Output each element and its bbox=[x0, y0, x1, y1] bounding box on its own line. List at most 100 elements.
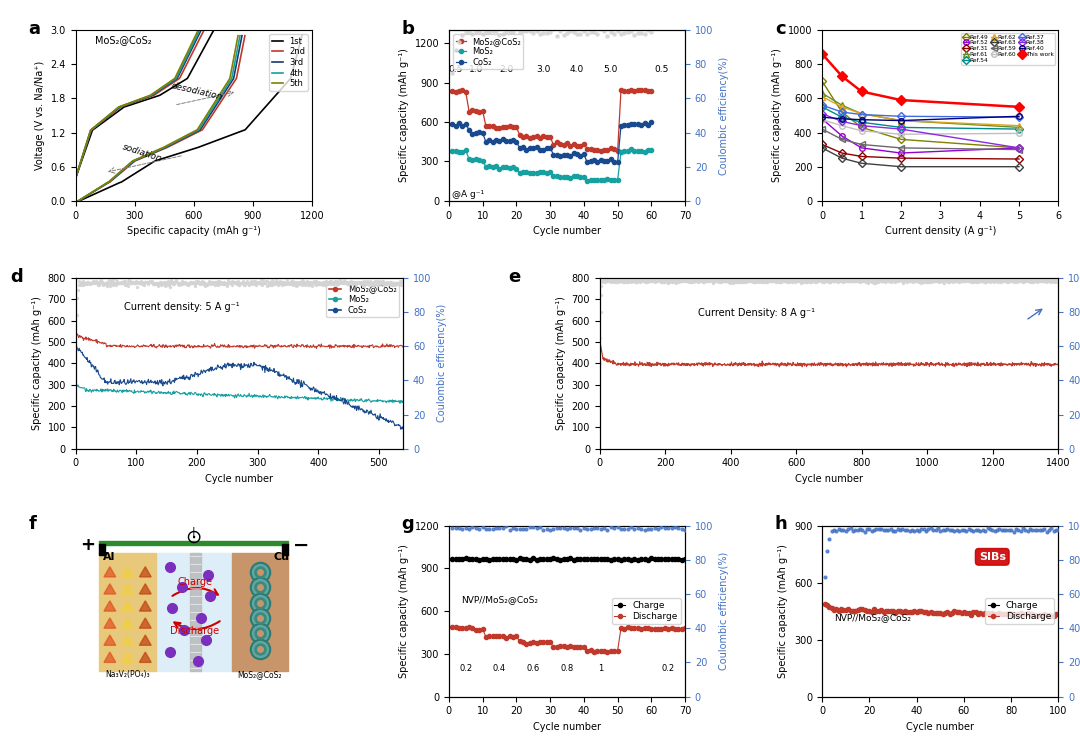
Point bbox=[946, 274, 963, 286]
CoS₂ bbox=[645, 118, 658, 127]
Point bbox=[104, 274, 121, 286]
Line: Ref.31: Ref.31 bbox=[820, 142, 1022, 162]
Point bbox=[813, 273, 831, 285]
Point bbox=[726, 276, 743, 288]
Point bbox=[791, 274, 808, 286]
Point bbox=[893, 274, 910, 286]
Point bbox=[600, 273, 618, 285]
Point bbox=[868, 274, 886, 286]
Point bbox=[745, 276, 762, 288]
Point bbox=[1043, 274, 1061, 286]
Point bbox=[760, 276, 778, 288]
Point bbox=[89, 277, 106, 289]
Point bbox=[629, 275, 646, 287]
Point bbox=[862, 275, 879, 287]
Point bbox=[669, 274, 686, 286]
Point bbox=[634, 274, 651, 286]
Point bbox=[873, 274, 890, 286]
Point bbox=[621, 274, 638, 286]
Point bbox=[728, 275, 745, 287]
Point bbox=[635, 273, 652, 285]
Point bbox=[609, 274, 626, 286]
Point bbox=[190, 277, 207, 289]
Point bbox=[995, 276, 1012, 288]
Point bbox=[808, 274, 825, 286]
Point bbox=[692, 274, 710, 286]
Point bbox=[728, 274, 745, 286]
Point bbox=[322, 275, 339, 287]
Point bbox=[171, 278, 188, 290]
Point bbox=[816, 274, 834, 286]
Point bbox=[216, 276, 233, 288]
Text: 0.8: 0.8 bbox=[561, 664, 573, 673]
Point bbox=[649, 524, 666, 536]
Point bbox=[962, 276, 980, 288]
Point bbox=[889, 273, 906, 285]
Charge bbox=[446, 555, 459, 564]
Point bbox=[786, 275, 804, 287]
Point bbox=[306, 275, 323, 287]
Point bbox=[287, 276, 305, 288]
MoS₂ bbox=[446, 147, 459, 156]
Point bbox=[878, 273, 895, 285]
Point bbox=[316, 279, 334, 291]
Point bbox=[913, 524, 930, 536]
Point bbox=[626, 273, 644, 285]
Point bbox=[1050, 273, 1067, 285]
Point bbox=[970, 274, 987, 286]
Point bbox=[283, 275, 300, 287]
Point bbox=[783, 275, 800, 287]
Point bbox=[253, 274, 270, 286]
Point bbox=[323, 276, 340, 288]
Point bbox=[218, 277, 235, 289]
Point bbox=[643, 524, 660, 536]
Point bbox=[1045, 275, 1063, 287]
Point bbox=[326, 276, 343, 288]
Point bbox=[457, 26, 474, 38]
Point bbox=[181, 276, 199, 288]
Point bbox=[354, 278, 372, 290]
Point bbox=[702, 273, 719, 285]
Point bbox=[694, 275, 712, 287]
Point bbox=[756, 276, 773, 288]
Point bbox=[989, 275, 1007, 287]
Point bbox=[888, 273, 905, 285]
Point bbox=[332, 276, 349, 288]
Point bbox=[902, 275, 919, 287]
Point bbox=[382, 276, 400, 288]
Point bbox=[947, 275, 964, 287]
Ref.60 bbox=[835, 121, 848, 130]
Point bbox=[144, 276, 161, 288]
MoS₂@CoS₂ bbox=[89, 336, 102, 345]
Polygon shape bbox=[122, 652, 134, 662]
Point bbox=[388, 276, 405, 288]
Point bbox=[205, 279, 222, 291]
Bar bbox=[156, 553, 231, 671]
Point bbox=[640, 275, 658, 287]
Point bbox=[951, 275, 969, 287]
Point bbox=[118, 278, 135, 290]
Point bbox=[119, 278, 136, 290]
Point bbox=[332, 273, 349, 285]
Point bbox=[221, 277, 239, 289]
Point bbox=[910, 276, 928, 288]
Point bbox=[613, 274, 631, 286]
Point bbox=[855, 276, 873, 288]
Point bbox=[825, 275, 842, 287]
Point bbox=[226, 277, 243, 289]
Point bbox=[649, 273, 666, 285]
Point bbox=[850, 276, 867, 288]
Point bbox=[694, 275, 712, 287]
Point bbox=[726, 275, 743, 287]
Point bbox=[1048, 274, 1065, 286]
Point bbox=[468, 26, 485, 38]
Point bbox=[76, 278, 93, 290]
Point bbox=[691, 274, 708, 286]
Point bbox=[845, 275, 862, 287]
Point bbox=[684, 276, 701, 288]
Point bbox=[944, 275, 961, 287]
Point bbox=[100, 278, 118, 290]
Point bbox=[796, 275, 813, 287]
Point bbox=[861, 275, 878, 287]
Point bbox=[781, 274, 798, 286]
